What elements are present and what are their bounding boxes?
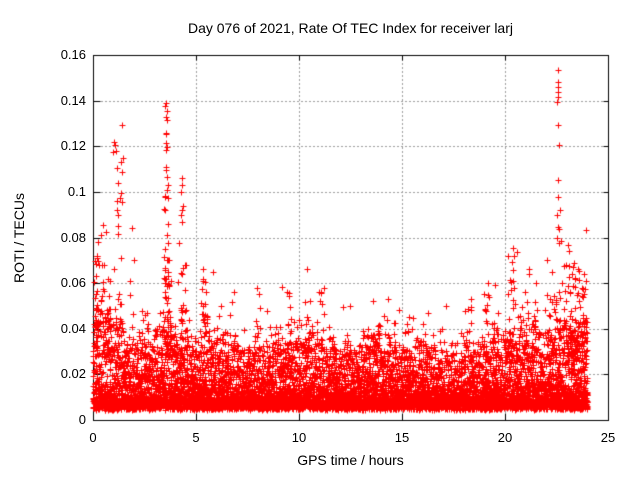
y-tick-label: 0.08: [60, 230, 86, 245]
y-tick-label: 0.16: [60, 47, 86, 62]
y-tick-label: 0.02: [60, 366, 86, 381]
y-tick-label: 0: [78, 412, 86, 427]
x-tick-label: 25: [600, 430, 616, 445]
x-tick-label: 0: [89, 430, 97, 445]
y-tick-label: 0.06: [60, 275, 86, 290]
y-tick-label: 0.14: [60, 93, 86, 108]
x-tick-label: 15: [394, 430, 410, 445]
x-tick-label: 5: [192, 430, 200, 445]
y-tick-label: 0.04: [60, 321, 86, 336]
x-tick-label: 20: [497, 430, 513, 445]
x-tick-label: 10: [291, 430, 307, 445]
y-tick-label: 0.1: [67, 184, 86, 199]
chart-title: Day 076 of 2021, Rate Of TEC Index for r…: [187, 20, 513, 36]
x-axis-label: GPS time / hours: [297, 452, 404, 468]
y-tick-label: 0.12: [60, 138, 86, 153]
